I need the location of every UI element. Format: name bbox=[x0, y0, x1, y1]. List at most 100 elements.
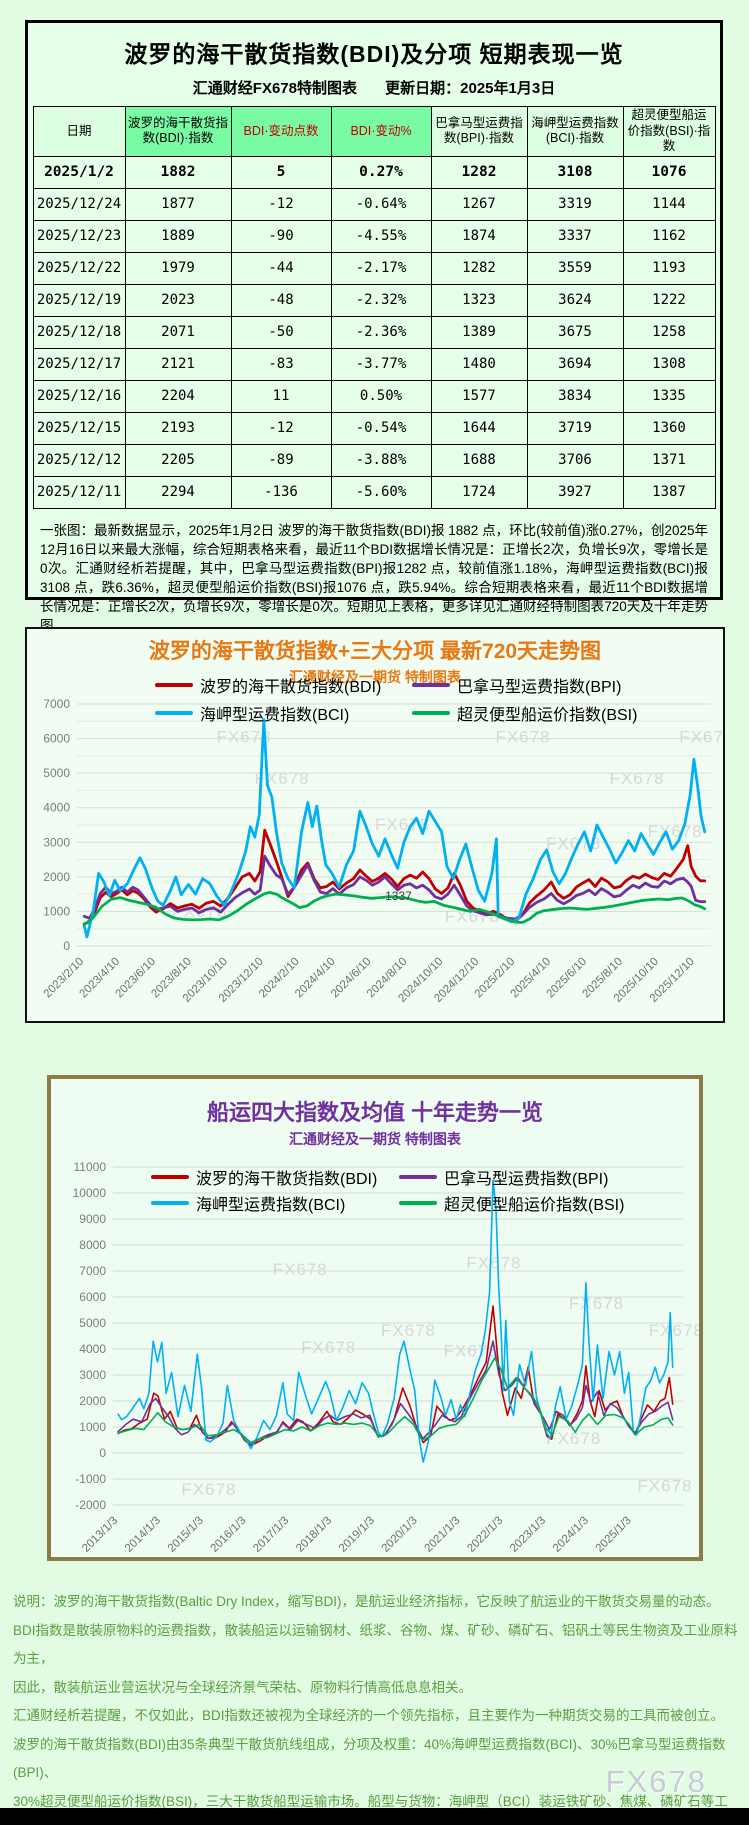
table-cell: -44 bbox=[230, 251, 332, 285]
x-axis-tick-label: 2020/1/3 bbox=[380, 1515, 420, 1555]
svg-text:5000: 5000 bbox=[43, 766, 70, 780]
table-column-header: 日期 bbox=[32, 106, 126, 157]
table-cell: 2025/12/12 bbox=[32, 443, 126, 477]
bdi-report-box: 波罗的海干散货指数(BDI)及分项 短期表现一览 汇通财经FX678特制图表 更… bbox=[25, 20, 723, 633]
plot-watermark: FX678 bbox=[181, 1480, 236, 1499]
svg-text:9000: 9000 bbox=[79, 1212, 106, 1226]
legend-label: 海岬型运费指数(BCI) bbox=[200, 707, 350, 724]
bottom-black-bar bbox=[0, 1808, 749, 1825]
table-cell: 2025/12/17 bbox=[32, 347, 126, 381]
table-cell: 2025/12/15 bbox=[32, 411, 126, 445]
table-cell: 1222 bbox=[622, 283, 716, 317]
plot-watermark: FX678 bbox=[679, 728, 723, 747]
chart-720day-title: 波罗的海干散货指数+三大分项 最新720天走势图 bbox=[148, 640, 602, 663]
table-cell: 1874 bbox=[430, 219, 528, 253]
note-line: BDI指数是散装原物料的运费指数，散装船运以运输钢材、纸浆、谷物、煤、矿砂、磷矿… bbox=[13, 1622, 738, 1667]
table-cell: 1193 bbox=[622, 251, 716, 285]
table-cell: 1323 bbox=[430, 283, 528, 317]
table-cell: 2023 bbox=[124, 283, 232, 317]
legend-item: 巴拿马型运费指数(BPI) bbox=[412, 673, 621, 697]
x-axis-tick-label: 2018/1/3 bbox=[294, 1515, 334, 1555]
table-cell: 1371 bbox=[622, 443, 716, 477]
legend-label: 波罗的海干散货指数(BDI) bbox=[196, 1171, 378, 1188]
table-row: 2025/12/22 1979 -44 -2.17% 1282 3559 1193 bbox=[32, 251, 716, 285]
table-column-header: BDI·变动% bbox=[330, 106, 432, 157]
legend-swatch bbox=[412, 711, 450, 715]
plot-watermark: FX678 bbox=[495, 728, 550, 747]
series-line bbox=[117, 1179, 674, 1463]
report-subtitle: 汇通财经FX678特制图表 更新日期：2025年1月3日 bbox=[28, 77, 720, 98]
table-cell: 2193 bbox=[124, 411, 232, 445]
plot-watermark: FX678 bbox=[381, 1321, 436, 1340]
legend-label: 巴拿马型运费指数(BPI) bbox=[457, 679, 622, 696]
plot-watermark: FX678 bbox=[637, 1476, 692, 1495]
table-cell: 2294 bbox=[124, 475, 232, 509]
plot-watermark: FX678 bbox=[648, 822, 703, 841]
legend-item: 波罗的海干散货指数(BDI) bbox=[151, 1165, 377, 1189]
table-cell: 3559 bbox=[526, 251, 624, 285]
table-cell: 2071 bbox=[124, 315, 232, 349]
table-cell: 1389 bbox=[430, 315, 528, 349]
svg-text:8000: 8000 bbox=[79, 1238, 106, 1252]
table-cell: -3.88% bbox=[330, 443, 432, 477]
table-cell: 2205 bbox=[124, 443, 232, 477]
table-cell: 1335 bbox=[622, 379, 716, 413]
plot-watermark: FX678 bbox=[273, 1260, 328, 1279]
table-cell: 1877 bbox=[124, 187, 232, 221]
table-cell: 2025/12/23 bbox=[32, 219, 126, 253]
chart-10year-plot: -2000 -1000 0 1000 2000 3000 4000 5000 6000 7000 8… bbox=[73, 1160, 699, 1555]
table-cell: -90 bbox=[230, 219, 332, 253]
svg-text:4000: 4000 bbox=[43, 801, 70, 815]
svg-text:5000: 5000 bbox=[79, 1316, 106, 1330]
svg-text:7000: 7000 bbox=[43, 697, 70, 711]
legend-item: 海岬型运费指数(BCI) bbox=[151, 1191, 345, 1215]
plot-watermark: FX678 bbox=[444, 1341, 499, 1360]
svg-text:7000: 7000 bbox=[79, 1264, 106, 1278]
plot-watermark: FX678 bbox=[255, 769, 310, 788]
table-cell: 5 bbox=[230, 155, 332, 189]
table-cell: -2.17% bbox=[330, 251, 432, 285]
x-axis-tick-label: 2023/1/3 bbox=[508, 1515, 548, 1555]
table-row: 2025/12/19 2023 -48 -2.32% 1323 3624 1222 bbox=[32, 283, 716, 317]
plot-watermark: FX678 bbox=[649, 1321, 699, 1340]
table-cell: 2025/1/2 bbox=[32, 155, 126, 189]
table-cell: 1144 bbox=[622, 187, 716, 221]
svg-text:11000: 11000 bbox=[74, 1160, 107, 1174]
table-cell: 3337 bbox=[526, 219, 624, 253]
table-cell: 0.27% bbox=[330, 155, 432, 189]
legend-label: 巴拿马型运费指数(BPI) bbox=[444, 1171, 609, 1188]
svg-text:4000: 4000 bbox=[79, 1342, 106, 1356]
svg-text:3000: 3000 bbox=[43, 835, 70, 849]
table-cell: 2025/12/18 bbox=[32, 315, 126, 349]
legend-swatch bbox=[155, 711, 193, 715]
explanation-notes: 说明：波罗的海干散货指数(Baltic Dry Index，缩写BDI)，是航运… bbox=[13, 1588, 741, 1825]
table-row: 2025/12/17 2121 -83 -3.77% 1480 3694 1308 bbox=[32, 347, 716, 381]
chart-720day-subtitle: 汇通财经及一期货 特制图表 bbox=[289, 669, 461, 685]
legend-swatch bbox=[412, 683, 450, 687]
table-cell: -12 bbox=[230, 187, 332, 221]
table-row: 2025/12/15 2193 -12 -0.54% 1644 3719 1360 bbox=[32, 411, 716, 445]
table-cell: -4.55% bbox=[330, 219, 432, 253]
chart-720day-plot: 0 1000 2000 3000 4000 5000 6000 7000 FX678 FX678 F… bbox=[42, 697, 723, 1005]
table-cell: 1577 bbox=[430, 379, 528, 413]
table-cell: 11 bbox=[230, 379, 332, 413]
table-cell: 1387 bbox=[622, 475, 716, 509]
table-cell: 1267 bbox=[430, 187, 528, 221]
svg-text:-1000: -1000 bbox=[75, 1472, 106, 1486]
table-cell: 1979 bbox=[124, 251, 232, 285]
chart-720day-box: 0 1000 2000 3000 4000 5000 6000 7000 FX678 FX678 F… bbox=[25, 627, 725, 1023]
chart-10year-title: 船运四大指数及均值 十年走势一览 bbox=[206, 1100, 544, 1125]
table-cell: 3706 bbox=[526, 443, 624, 477]
legend-swatch bbox=[399, 1175, 437, 1179]
table-cell: 1282 bbox=[430, 155, 528, 189]
plot-watermark: FX678 bbox=[216, 728, 271, 747]
table-cell: 2025/12/22 bbox=[32, 251, 126, 285]
table-cell: -2.36% bbox=[330, 315, 432, 349]
series-line bbox=[82, 854, 707, 921]
table-cell: -83 bbox=[230, 347, 332, 381]
table-cell: -0.54% bbox=[330, 411, 432, 445]
plot-watermark: FX678 bbox=[546, 1429, 601, 1448]
table-column-header: 超灵便型船运价指数(BSI)·指数 bbox=[622, 106, 716, 157]
table-cell: -5.60% bbox=[330, 475, 432, 509]
svg-text:2000: 2000 bbox=[43, 870, 70, 884]
